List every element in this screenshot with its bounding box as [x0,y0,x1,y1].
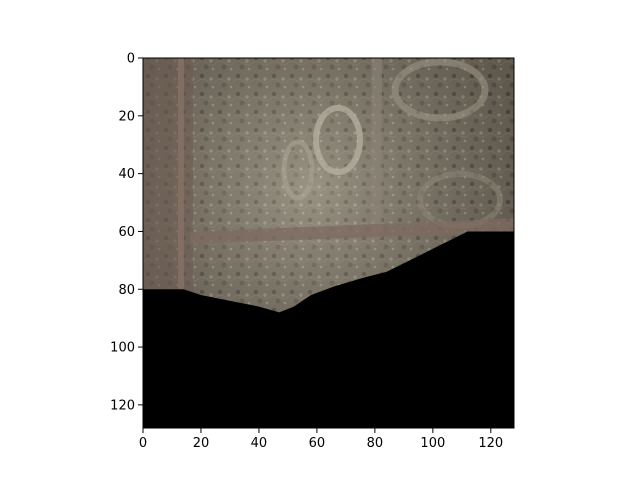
y-tick-label: 60 [118,225,135,240]
oval-medallion [313,105,363,175]
oval-medallion [281,139,315,201]
x-tick-label: 40 [251,436,268,451]
x-tick-label: 80 [367,436,384,451]
image-area [143,58,514,428]
x-tick-label: 20 [193,436,210,451]
pillar-line [178,58,184,298]
y-tick-label: 80 [118,283,135,298]
y-tick-label: 100 [110,341,135,356]
axes-frame [142,57,515,429]
masked-region [143,231,514,428]
y-tick-label: 0 [127,52,135,67]
left-pillar [143,58,193,298]
y-tick-label: 120 [110,398,135,413]
x-axis: 0 20 40 60 80 100 120 [139,428,503,451]
oval-medallion [391,58,489,122]
x-tick-label: 60 [309,436,326,451]
x-tick-label: 100 [420,436,445,451]
ceiling-beam [190,218,514,244]
y-axis: 0 20 40 60 80 100 120 [110,52,143,413]
x-tick-label: 120 [478,436,503,451]
y-tick-label: 40 [118,167,135,182]
y-tick-label: 20 [118,109,135,124]
x-tick-label: 0 [139,436,147,451]
right-panel-frame [372,58,382,238]
